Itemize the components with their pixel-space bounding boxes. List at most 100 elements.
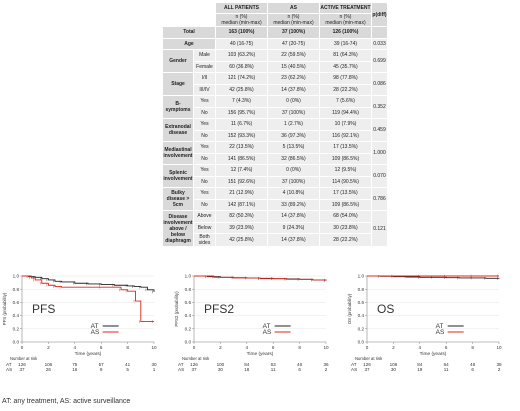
y-tick-label: 0.4 xyxy=(13,313,20,318)
risk-row-label: AT xyxy=(6,362,12,367)
as-cell: 1 (2.7%) xyxy=(267,118,320,131)
all-patients-header: ALL PATIENTS xyxy=(215,2,268,14)
row-category: Disease involvement above / below diaphr… xyxy=(162,210,194,247)
risk-row-label: AS xyxy=(6,367,12,372)
series-line-as xyxy=(194,275,326,281)
row-category: Total xyxy=(162,26,216,39)
all-patients-cell: 142 (87.1%) xyxy=(215,198,268,211)
y-tick-label: 0.8 xyxy=(13,287,20,292)
column-subheader: n (%) median (min-max) xyxy=(215,13,268,27)
active-treatment-cell: 126 (100%) xyxy=(319,26,372,39)
p-value-cell: 0.352 xyxy=(371,95,388,119)
table-row: Splenic involvement Yes 12 (7.4%) 0 (0%) 12 … xyxy=(162,164,388,188)
as-cell: 47 (20-75) xyxy=(267,37,320,50)
as-cell: 37 (100%) xyxy=(267,106,320,119)
os-chart: 0.0 0.2 0.4 0.6 0.8 1.0 0 2 4 6 8 10 Time (years) OS … xyxy=(345,272,515,392)
header-blank xyxy=(193,2,216,14)
risk-count: 39 xyxy=(496,362,502,367)
p-value-cell: 0.786 xyxy=(371,187,388,211)
p-value-cell xyxy=(371,26,388,39)
table-row: III/IV 42 (25.8%) 14 (37.8%) 28 (22.2%) xyxy=(163,83,388,96)
as-cell: 37 (100%) xyxy=(267,26,320,39)
x-axis-label: Time (years) xyxy=(420,351,447,357)
legend-label-at: AT xyxy=(91,323,99,330)
pfs-chart: 0.0 0.2 0.4 0.6 0.8 1.0 0 2 4 6 8 10 Time (years) PFS… xyxy=(0,272,170,392)
row-subcategory: III/IV xyxy=(193,83,216,96)
x-tick-label: 4 xyxy=(74,345,77,350)
row-subcategory: No xyxy=(193,129,216,142)
risk-count: 126 xyxy=(18,362,26,367)
all-patients-cell: 42 (25.8%) xyxy=(215,83,268,96)
table-row: No 152 (93.3%) 36 (97.3%) 116 (92.1%) xyxy=(163,129,388,142)
row-category: Mediastinal involvement xyxy=(162,141,194,165)
all-patients-cell: 156 (95.7%) xyxy=(215,106,268,119)
legend-label-at: AT xyxy=(263,323,271,330)
risk-count: 36 xyxy=(323,362,329,367)
risk-count: 37 xyxy=(191,367,197,372)
x-tick-label: 10 xyxy=(151,345,157,350)
p-diff-header: p(diff) xyxy=(371,2,388,27)
x-tick-label: 2 xyxy=(47,345,50,350)
row-subcategory: Male xyxy=(193,49,216,62)
table-row: B-symptoms Yes 7 (4.3%) 0 (0%) 7 (5.6%) 0.352 xyxy=(162,95,388,119)
row-category: Splenic involvement xyxy=(162,164,194,188)
p-value-cell: 1.000 xyxy=(371,141,388,165)
risk-count: 64 xyxy=(444,362,450,367)
y-tick-label: 0.2 xyxy=(13,326,20,331)
as-cell: 0 (0%) xyxy=(267,95,320,108)
all-patients-cell: 151 (92.6%) xyxy=(215,175,268,188)
table-row: Stage I/II 121 (74.2%) 23 (62.2%) 98 (77.8%)… xyxy=(162,72,388,96)
x-tick-label: 8 xyxy=(126,345,129,350)
p-value-cell: 0.121 xyxy=(371,210,388,247)
active-treatment-cell: 17 (13.5%) xyxy=(319,141,372,154)
risk-count: 2 xyxy=(498,367,501,372)
panel-label: OS xyxy=(377,302,394,316)
risk-row-label: AS xyxy=(178,367,184,372)
risk-count: 9 xyxy=(100,367,103,372)
risk-count: 16 xyxy=(72,367,78,372)
x-tick-label: 4 xyxy=(246,345,249,350)
y-tick-label: 0.4 xyxy=(185,313,192,318)
row-subcategory: Yes xyxy=(193,118,216,131)
as-cell: 32 (86.5%) xyxy=(267,152,320,165)
as-cell: 14 (37.8%) xyxy=(267,83,320,96)
row-subcategory: Yes xyxy=(193,141,216,154)
y-tick-label: 1.0 xyxy=(358,274,365,279)
row-subcategory: I/II xyxy=(193,72,216,85)
x-tick-label: 8 xyxy=(298,345,301,350)
all-patients-cell: 152 (93.3%) xyxy=(215,129,268,142)
legend-label-as: AS xyxy=(436,329,445,336)
active-treatment-cell: 30 (23.8%) xyxy=(319,221,372,234)
risk-count: 11 xyxy=(444,367,449,372)
legend-label-as: AS xyxy=(263,329,272,336)
risk-count: 108 xyxy=(390,362,398,367)
risk-count: 2 xyxy=(325,367,328,372)
all-patients-cell: 22 (13.5%) xyxy=(215,141,268,154)
row-category: Gender xyxy=(162,49,194,73)
all-patients-cell: 103 (63.2%) xyxy=(215,49,268,62)
risk-count: 106 xyxy=(45,362,53,367)
all-patients-cell: 11 (6.7%) xyxy=(215,118,268,131)
all-patients-cell: 21 (12.9%) xyxy=(215,187,268,200)
table-row: Gender Male 103 (63.2%) 22 (59.5%) 81 (64.3%… xyxy=(162,49,388,73)
table-row: No 156 (95.7%) 37 (100%) 119 (94.4%) xyxy=(163,106,388,119)
risk-count: 30 xyxy=(391,367,397,372)
table-row: Disease involvement above / below diaphr… xyxy=(162,210,388,247)
p-value-cell: 0.033 xyxy=(371,37,388,50)
risk-count: 6 xyxy=(298,367,301,372)
risk-count: 1 xyxy=(153,367,156,372)
table-row: No 142 (87.1%) 33 (89.2%) 109 (86.5%) xyxy=(163,198,388,211)
as-cell: 0 (0%) xyxy=(267,164,320,177)
active-treatment-cell: 68 (54.0%) xyxy=(319,210,372,223)
risk-count: 5 xyxy=(126,367,129,372)
as-cell: 37 (100%) xyxy=(267,175,320,188)
row-subcategory: No xyxy=(193,106,216,119)
table-row: No 141 (86.5%) 32 (86.5%) 109 (86.5%) xyxy=(163,152,388,165)
risk-count: 100 xyxy=(217,362,225,367)
table-row: Age 40 (16-75) 47 (20-75) 39 (16-74) 0.033 xyxy=(162,37,388,50)
p-value-cell: 0.086 xyxy=(371,72,388,96)
y-tick-label: 0.8 xyxy=(358,287,365,292)
all-patients-cell: 141 (86.5%) xyxy=(215,152,268,165)
risk-row-label: AT xyxy=(178,362,184,367)
column-subheader: n (%) median (min-max) xyxy=(267,13,320,27)
